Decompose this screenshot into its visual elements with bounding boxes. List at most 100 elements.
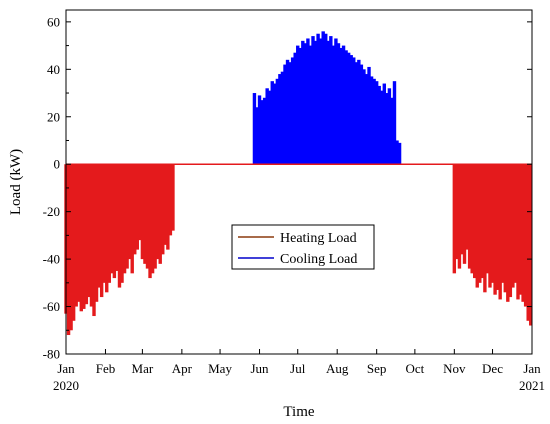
heating-load-bar (155, 164, 160, 260)
cooling-load-bar (377, 85, 381, 165)
cooling-load-bar (341, 45, 346, 165)
legend-label-heating-load: Heating Load (280, 231, 357, 246)
heating-load-bar (161, 164, 165, 255)
cooling-load-bar (380, 90, 384, 165)
y-axis: -80 -60 -40 -20 0 20 40 60 (43, 14, 532, 362)
heating-load-bar (153, 164, 157, 269)
cooling-load-bar (283, 64, 287, 165)
heating-load-bar (460, 164, 464, 255)
heating-load-bar (71, 164, 76, 321)
x-axis-title: Time (283, 404, 314, 420)
heating-load-bar (508, 164, 513, 298)
cooling-load-bar (369, 76, 374, 165)
heating-load-bar (473, 164, 477, 279)
heating-load-bar (117, 164, 122, 288)
heating-load-bar (452, 164, 457, 274)
cooling-load-bar (324, 33, 328, 165)
heating-load-bar (485, 164, 490, 274)
heating-load-bar (475, 164, 479, 288)
cooling-load-bar (387, 88, 392, 165)
cooling-load-bar (268, 90, 272, 165)
x-tick-label: Jan (57, 361, 75, 376)
heating-load-bar (148, 164, 152, 279)
heating-load-bar (135, 164, 139, 250)
heating-load-bar (105, 164, 109, 293)
heating-load-bar (122, 164, 127, 274)
x-tick-label: Jan (523, 361, 541, 376)
y-tick-label: 60 (47, 14, 60, 29)
cooling-load-bar (326, 40, 330, 165)
y-tick-label: -60 (43, 299, 60, 314)
x-tick-label: Dec (482, 361, 503, 376)
cooling-load-bar (318, 38, 323, 165)
heating-load-bar (516, 164, 520, 300)
heating-load-bar (462, 164, 467, 264)
x-tick-label: Feb (96, 361, 116, 376)
cooling-load-bars (252, 31, 402, 165)
x-tick-label: Jul (290, 361, 306, 376)
heating-load-bar (166, 164, 170, 250)
heating-load-bar (168, 164, 173, 236)
legend-label-cooling-load: Cooling Load (280, 252, 357, 267)
cooling-load-bar (278, 74, 282, 165)
cooling-load-bar (285, 59, 290, 165)
cooling-load-bar (308, 45, 313, 165)
heating-load-bar (66, 164, 71, 336)
heating-load-bar (79, 164, 83, 312)
x-tick-year-label: 2020 (53, 378, 79, 393)
x-tick-year-label: 2021 (519, 378, 545, 393)
cooling-load-bar (306, 38, 310, 165)
heating-load-bar (125, 164, 129, 269)
heating-load-bar (467, 164, 472, 269)
cooling-load-bar (390, 97, 394, 165)
heating-load-bar (493, 164, 497, 295)
heating-load-bar (145, 164, 150, 269)
heating-load-bar (483, 164, 487, 293)
heating-load-bar (94, 164, 99, 302)
cooling-load-bar (372, 78, 376, 165)
cooling-load-bar (257, 95, 262, 165)
cooling-load-bar (364, 74, 369, 165)
x-tick-label: Mar (132, 361, 154, 376)
heating-load-bar (480, 164, 485, 279)
legend: Heating Load Cooling Load (231, 224, 375, 270)
heating-load-bar (503, 164, 507, 293)
heating-load-bar (87, 164, 91, 298)
heating-load-bar (84, 164, 89, 305)
heating-load-bar (521, 164, 525, 302)
cooling-load-bar (265, 88, 269, 165)
cooling-load-bar (290, 57, 295, 165)
cooling-load-bar (367, 66, 371, 165)
heating-load-bar (115, 164, 119, 271)
cooling-load-bar (329, 36, 333, 165)
x-tick-label: Oct (405, 361, 424, 376)
heating-load-bar (523, 164, 528, 307)
cooling-load-bar (354, 62, 358, 165)
cooling-load-bar (296, 45, 300, 165)
y-tick-label: 20 (47, 109, 60, 124)
cooling-load-bar (357, 59, 361, 165)
heating-load-bar (130, 164, 134, 274)
cooling-load-bar (316, 33, 320, 165)
cooling-load-bar (339, 47, 343, 165)
cooling-load-bar (301, 40, 305, 165)
x-tick-label: Aug (326, 361, 349, 376)
y-axis-title: Load (kW) (8, 149, 24, 215)
cooling-load-bar (397, 142, 402, 165)
heating-load-bar (97, 164, 101, 288)
y-tick-label: 0 (54, 157, 61, 172)
cooling-load-bar (359, 64, 364, 165)
y-tick-label: -20 (43, 204, 60, 219)
cooling-load-bar (311, 36, 315, 165)
heating-load-bar (99, 164, 104, 298)
cooling-load-bar (321, 31, 325, 165)
cooling-load-bar (344, 50, 348, 165)
heating-load-bar (77, 164, 81, 302)
heating-load-bar (163, 164, 168, 245)
cooling-load-bar (255, 107, 259, 165)
cooling-load-bar (303, 43, 308, 165)
x-tick-label: May (208, 361, 232, 376)
y-tick-label: -40 (43, 252, 60, 267)
cooling-load-bar (275, 78, 280, 165)
